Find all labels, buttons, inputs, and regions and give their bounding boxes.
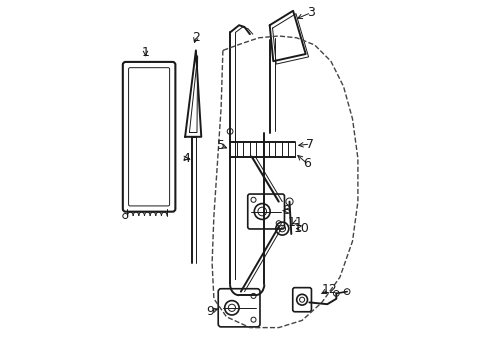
Text: 6: 6 [303, 157, 311, 170]
Text: 5: 5 [217, 139, 225, 152]
Text: 12: 12 [321, 283, 336, 296]
Text: 1: 1 [141, 46, 149, 59]
Text: 9: 9 [205, 305, 213, 318]
Text: 4: 4 [182, 152, 190, 165]
Text: 7: 7 [306, 138, 314, 150]
Text: 10: 10 [293, 222, 309, 235]
Text: 8: 8 [282, 204, 290, 217]
Text: 3: 3 [306, 6, 314, 19]
Text: 2: 2 [192, 31, 200, 44]
Text: 11: 11 [287, 216, 303, 229]
